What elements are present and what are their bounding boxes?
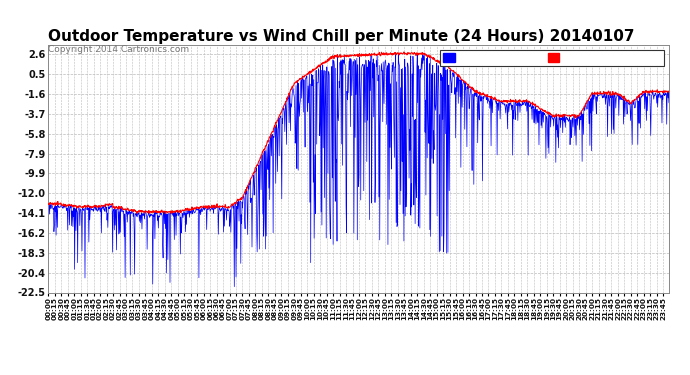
Legend: Wind Chill (°F), Temperature (°F): Wind Chill (°F), Temperature (°F) bbox=[440, 50, 664, 66]
Text: Outdoor Temperature vs Wind Chill per Minute (24 Hours) 20140107: Outdoor Temperature vs Wind Chill per Mi… bbox=[48, 29, 635, 44]
Text: Copyright 2014 Cartronics.com: Copyright 2014 Cartronics.com bbox=[48, 45, 190, 54]
